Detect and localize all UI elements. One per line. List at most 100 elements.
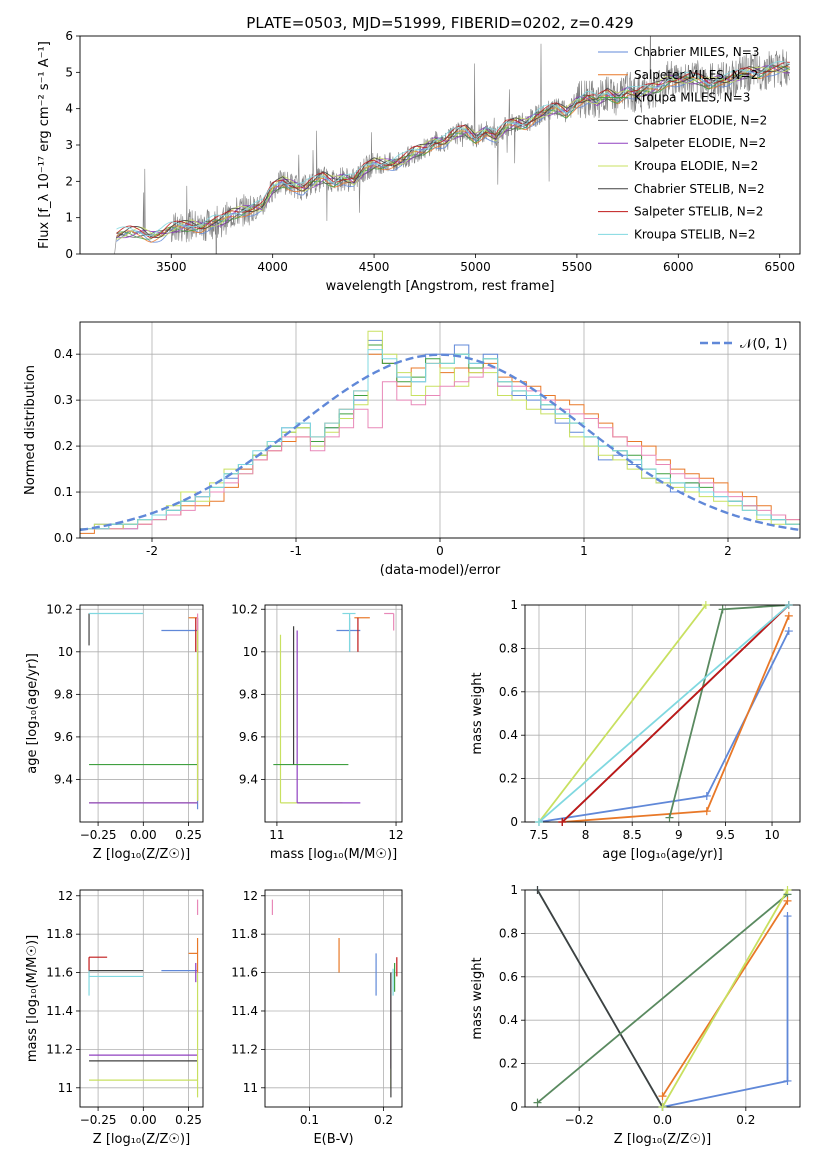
mass-weight-marker: [534, 818, 543, 826]
plot-area-mass_vs_EBV: [271, 899, 398, 1098]
x-tick-label: 0.25: [175, 828, 202, 842]
axes-age_vs_mass: 11 12 9.4 9.6 9.8 10 10.2 mass [log₁₀(M/M☉)]: [231, 602, 403, 862]
y-tick-label: 10: [58, 645, 73, 659]
y-tick-label: 9.6: [239, 730, 258, 744]
axes-mass_weight_vs_Z: −0.2 0.0 0.2 0 0.2 0.4 0.6 0.8 1 Z [log₁₀(Z/Z☉)] m…: [470, 883, 801, 1147]
x-axis-label: Z [log₁₀(Z/Z☉)]: [93, 1132, 190, 1147]
x-tick-label: 5500: [562, 260, 593, 274]
y-tick-label: 11.4: [46, 1004, 73, 1018]
mass-weight-line: [538, 605, 707, 822]
mass-weight-marker: [558, 818, 567, 826]
x-tick-label: 8: [582, 828, 590, 842]
model-spectrum-line: [116, 61, 791, 237]
y-tick-label: 11.6: [231, 966, 258, 980]
y-tick-label: 11.6: [46, 966, 73, 980]
axes-frame: [79, 889, 204, 1108]
axes-frame: [79, 35, 801, 255]
x-tick-label: 6000: [663, 260, 694, 274]
mass-weight-line: [561, 605, 790, 822]
y-tick-label: 10: [243, 645, 258, 659]
y-tick-label: 9.8: [239, 687, 258, 701]
mass-weight-marker: [783, 896, 792, 905]
x-axis-label: Z [log₁₀(Z/Z☉)]: [614, 1132, 711, 1147]
plot-area-histogram: [80, 330, 800, 538]
mass-weight-marker: [658, 1092, 667, 1101]
legend: Chabrier MILES, N=3 Salpeter MILES, N=2 Kr…: [598, 45, 767, 241]
model-spectrum-line: [116, 64, 791, 238]
axes-mass_vs_EBV: 0.1 0.2 11 11.2 11.4 11.6 11.8 12 E(B-V): [231, 889, 403, 1147]
model-spectrum-line: [116, 63, 791, 239]
mass-weight-marker: [533, 1098, 542, 1107]
y-tick-label: 11: [58, 1081, 73, 1095]
x-axis-label: E(B-V): [313, 1132, 353, 1147]
axes-age_vs_Z: −0.25 0.00 0.25 9.4 9.6 9.8 10 10.2 Z [log₁₀(Z/Z…: [25, 602, 204, 862]
axes-frame: [79, 604, 204, 823]
legend: 𝒩(0, 1): [700, 337, 787, 352]
mass-weight-line: [668, 605, 789, 818]
y-tick-label: 0: [510, 815, 518, 829]
model-spectrum-line: [116, 61, 790, 239]
plot-area-spectrum: [114, 36, 791, 254]
x-tick-label: 11: [269, 828, 284, 842]
y-tick-label: 11.8: [231, 927, 258, 941]
x-tick-label: -1: [290, 544, 302, 558]
legend-label: Kroupa MILES, N=3: [634, 91, 750, 105]
x-tick-label: 8.5: [623, 828, 642, 842]
legend-label: Salpeter STELIB, N=2: [634, 205, 763, 219]
y-tick-label: 0.8: [499, 641, 518, 655]
y-tick-label: 12: [58, 889, 73, 903]
mass-weight-line: [661, 890, 789, 1107]
x-tick-label: 0.0: [653, 1113, 672, 1127]
x-tick-label: 4000: [257, 260, 288, 274]
y-tick-label: 9.8: [54, 687, 73, 701]
plot-area-mass_weight_vs_age: [538, 605, 790, 822]
axes-mass_vs_Z: −0.25 0.00 0.25 11 11.2 11.4 11.6 11.8 12 Z [log₁…: [25, 889, 204, 1147]
mass-weight-marker: [784, 611, 793, 620]
y-tick-label: 6: [65, 29, 73, 43]
mass-weight-marker: [658, 1103, 667, 1111]
histogram-step: [80, 349, 800, 538]
mass-weight-line: [662, 916, 789, 1107]
y-tick-label: 11.2: [231, 1042, 258, 1056]
legend-label: Chabrier STELIB, N=2: [634, 182, 765, 196]
y-tick-label: 5: [65, 65, 73, 79]
y-tick-label: 1: [510, 883, 518, 897]
x-tick-label: 0.1: [300, 1113, 319, 1127]
y-tick-label: 0.2: [54, 439, 73, 453]
x-tick-label: 2: [724, 544, 732, 558]
x-tick-label: −0.25: [80, 828, 117, 842]
y-tick-label: 0.1: [54, 485, 73, 499]
x-tick-label: 0.00: [130, 828, 157, 842]
mass-weight-marker: [784, 627, 793, 636]
x-tick-label: 6500: [764, 260, 795, 274]
y-tick-label: 10.2: [46, 602, 73, 616]
y-tick-label: 0.4: [499, 728, 518, 742]
mass-weight-marker: [783, 1076, 792, 1085]
mass-weight-marker: [665, 813, 674, 822]
y-tick-label: 11: [243, 1081, 258, 1095]
y-tick-label: 0.8: [499, 926, 518, 940]
plot-area-mass_vs_Z: [88, 899, 199, 1098]
y-axis-label: Normed distribution: [23, 365, 38, 495]
mass-weight-line: [536, 893, 789, 1104]
y-tick-label: 11.8: [46, 927, 73, 941]
mass-weight-marker: [783, 912, 792, 921]
y-tick-label: 1: [65, 211, 73, 225]
y-tick-label: 9.4: [54, 772, 73, 786]
legend-label: Kroupa STELIB, N=2: [634, 227, 756, 241]
legend-label: 𝒩(0, 1): [740, 337, 787, 352]
axes-frame: [264, 604, 403, 823]
y-tick-label: 0.2: [499, 772, 518, 786]
y-tick-label: 0.2: [499, 1057, 518, 1071]
mass-weight-marker: [533, 886, 542, 894]
axes-mass_weight_vs_age: 7.5 8 8.5 9 9.5 10 0 0.2 0.4 0.6 0.8 1 age [log₁₀(ag…: [470, 598, 801, 862]
axes-frame: [264, 889, 403, 1108]
x-tick-label: 3500: [156, 260, 187, 274]
mass-weight-line: [538, 605, 790, 822]
mass-weight-marker: [702, 791, 711, 800]
mass-weight-marker: [701, 601, 710, 609]
y-tick-label: 0.6: [499, 970, 518, 984]
y-tick-label: 11.4: [231, 1004, 258, 1018]
x-axis-label: age [log₁₀(age/yr)]: [602, 847, 723, 862]
x-tick-label: 0: [436, 544, 444, 558]
